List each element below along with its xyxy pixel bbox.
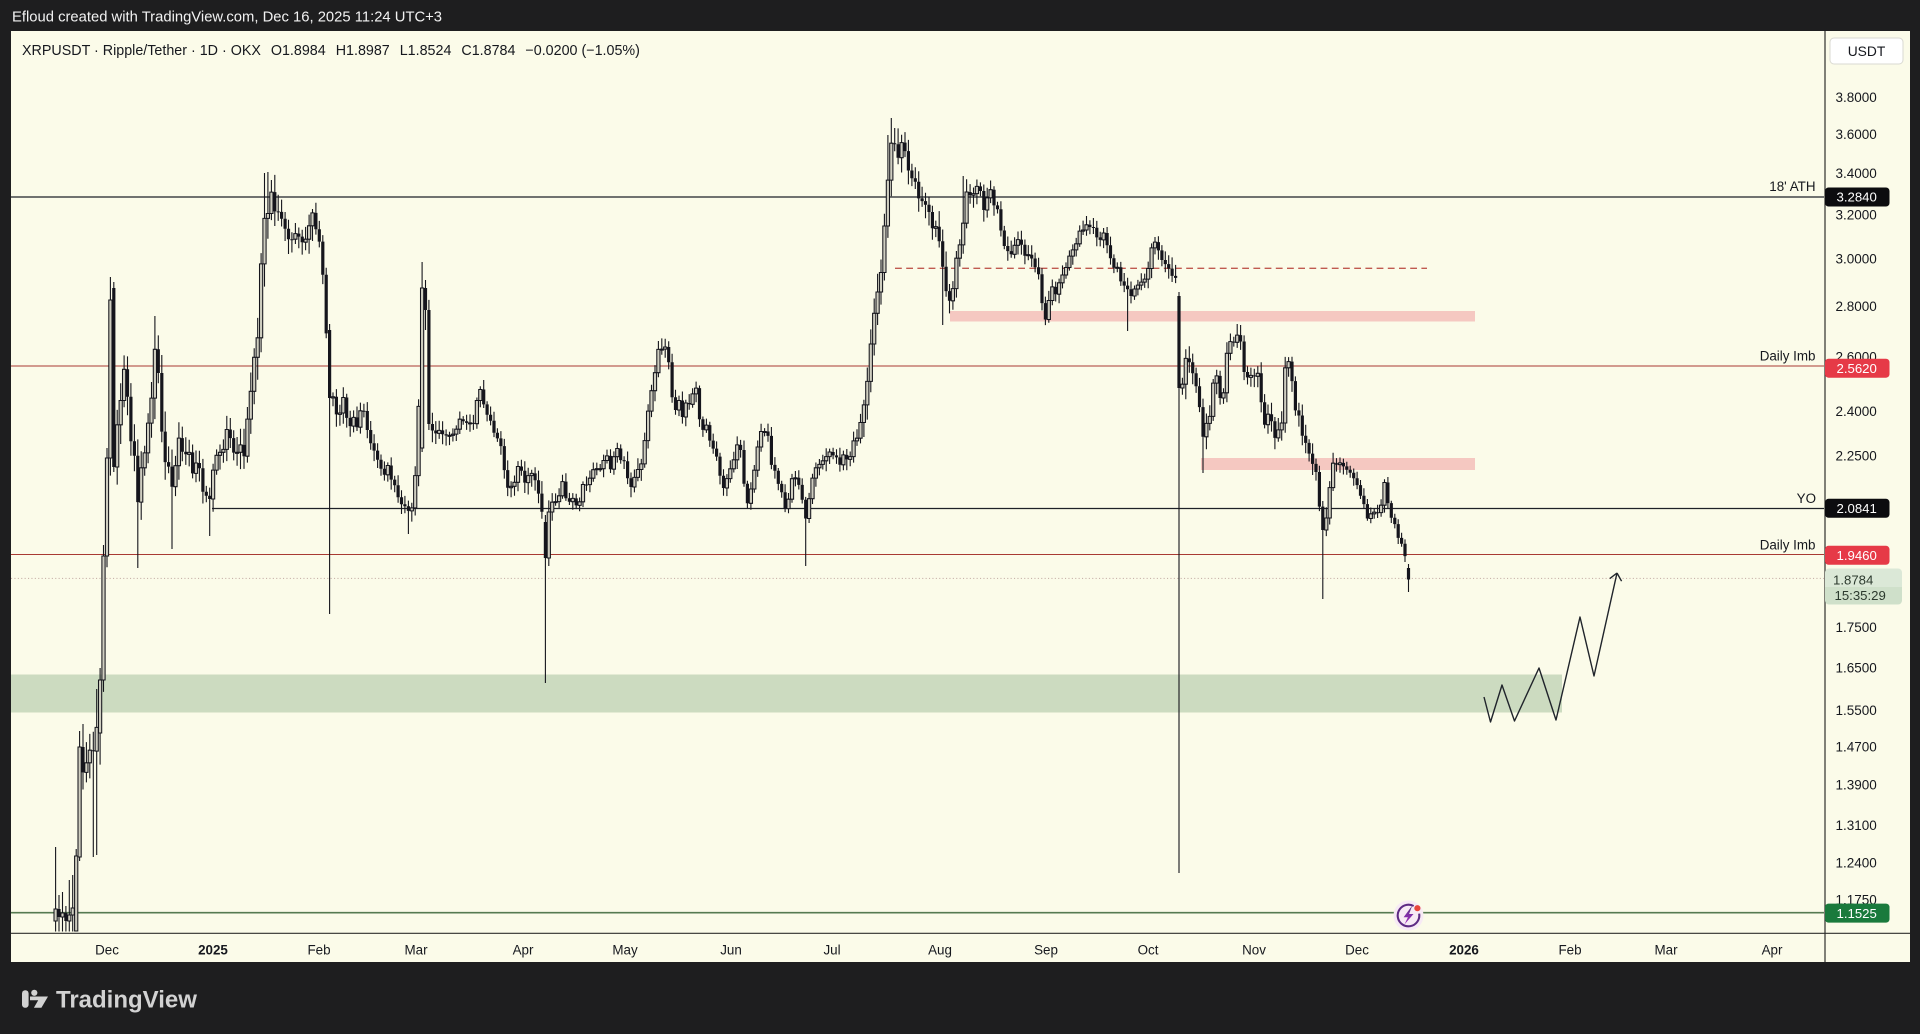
svg-text:15:35:29: 15:35:29 — [1835, 588, 1886, 603]
svg-text:2.5620: 2.5620 — [1837, 361, 1877, 376]
svg-text:Dec: Dec — [1345, 943, 1369, 958]
svg-text:3.4000: 3.4000 — [1836, 166, 1877, 181]
svg-text:1.9460: 1.9460 — [1837, 548, 1877, 563]
svg-text:1.6500: 1.6500 — [1836, 661, 1877, 676]
svg-text:2.2500: 2.2500 — [1836, 448, 1877, 463]
svg-text:1.1525: 1.1525 — [1837, 906, 1877, 921]
svg-text:3.6000: 3.6000 — [1836, 127, 1877, 142]
svg-text:Mar: Mar — [404, 943, 428, 958]
svg-text:1.7500: 1.7500 — [1836, 620, 1877, 635]
svg-text:YO: YO — [1797, 491, 1816, 506]
svg-text:Jul: Jul — [823, 943, 840, 958]
svg-text:Nov: Nov — [1242, 943, 1266, 958]
svg-text:May: May — [612, 943, 638, 958]
svg-text:Dec: Dec — [95, 943, 119, 958]
svg-text:Daily Imb: Daily Imb — [1760, 537, 1816, 552]
svg-text:2.8000: 2.8000 — [1836, 299, 1877, 314]
svg-text:Mar: Mar — [1654, 943, 1678, 958]
svg-text:Daily Imb: Daily Imb — [1760, 348, 1816, 363]
svg-text:2.4000: 2.4000 — [1836, 404, 1877, 419]
svg-text:2.0841: 2.0841 — [1837, 501, 1877, 516]
svg-text:USDT: USDT — [1848, 44, 1886, 59]
svg-text:1.4700: 1.4700 — [1836, 739, 1877, 754]
svg-text:Feb: Feb — [1558, 943, 1581, 958]
svg-text:XRPUSDT · Ripple/Tether · 1D ·: XRPUSDT · Ripple/Tether · 1D · OKX O1.89… — [22, 43, 640, 59]
svg-text:Feb: Feb — [307, 943, 330, 958]
svg-text:3.2000: 3.2000 — [1836, 208, 1877, 223]
svg-text:Jun: Jun — [720, 943, 742, 958]
svg-text:1.8784: 1.8784 — [1833, 572, 1873, 587]
svg-text:18' ATH: 18' ATH — [1769, 179, 1815, 194]
svg-text:3.0000: 3.0000 — [1836, 252, 1877, 267]
svg-text:2026: 2026 — [1449, 943, 1479, 958]
svg-text:3.2840: 3.2840 — [1837, 190, 1877, 205]
svg-text:Apr: Apr — [1762, 943, 1783, 958]
svg-text:Sep: Sep — [1034, 943, 1058, 958]
svg-text:1.3900: 1.3900 — [1836, 778, 1877, 793]
svg-text:2025: 2025 — [198, 943, 228, 958]
svg-text:1.3100: 1.3100 — [1836, 818, 1877, 833]
svg-text:1.2400: 1.2400 — [1836, 856, 1877, 871]
svg-text:Efloud created with TradingVie: Efloud created with TradingView.com, Dec… — [12, 10, 442, 26]
svg-text:Oct: Oct — [1138, 943, 1159, 958]
svg-text:3.8000: 3.8000 — [1836, 90, 1877, 105]
svg-text:1.5500: 1.5500 — [1836, 703, 1877, 718]
svg-text:Apr: Apr — [513, 943, 534, 958]
svg-text:Aug: Aug — [928, 943, 952, 958]
svg-text:TradingView: TradingView — [56, 987, 197, 1014]
